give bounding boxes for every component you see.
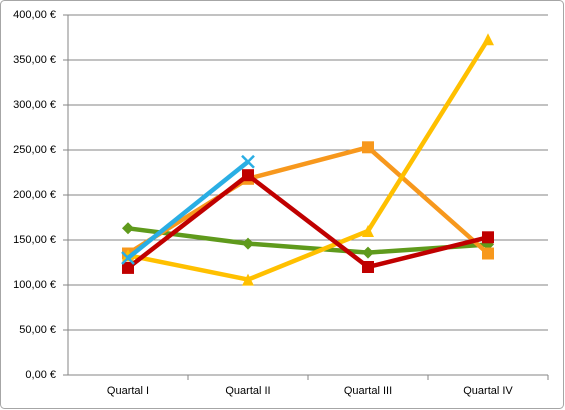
x-tick-label: Quartal II [225,385,270,397]
marker [121,251,135,265]
marker [482,33,494,46]
marker [362,261,374,273]
y-tick-label: 200,00 € [13,189,56,201]
marker [242,273,254,286]
marker [122,222,134,235]
y-tick-label: 300,00 € [13,99,56,111]
y-tick-label: 350,00 € [13,54,56,66]
y-tick-label: 150,00 € [13,234,56,246]
x-tick-label: Quartal III [344,385,392,397]
marker [242,237,254,250]
marker [362,141,374,154]
series-line [127,38,490,282]
y-tick-label: 400,00 € [13,9,56,21]
y-tick-label: 0,00 € [25,369,56,381]
series-line [126,172,489,270]
series-line [126,159,250,260]
marker [241,154,255,169]
marker [482,231,494,244]
series-line [126,145,490,256]
marker [122,261,134,274]
marker [362,225,374,237]
y-tick-label: 50,00 € [19,324,56,336]
y-tick-label: 100,00 € [13,279,56,291]
series-line [127,226,489,255]
marker [362,246,374,259]
x-tick-label: Quartal I [107,385,149,397]
y-tick-label: 250,00 € [13,144,56,156]
marker [482,247,494,260]
marker [242,169,254,182]
x-tick-label: Quartal IV [463,385,513,397]
